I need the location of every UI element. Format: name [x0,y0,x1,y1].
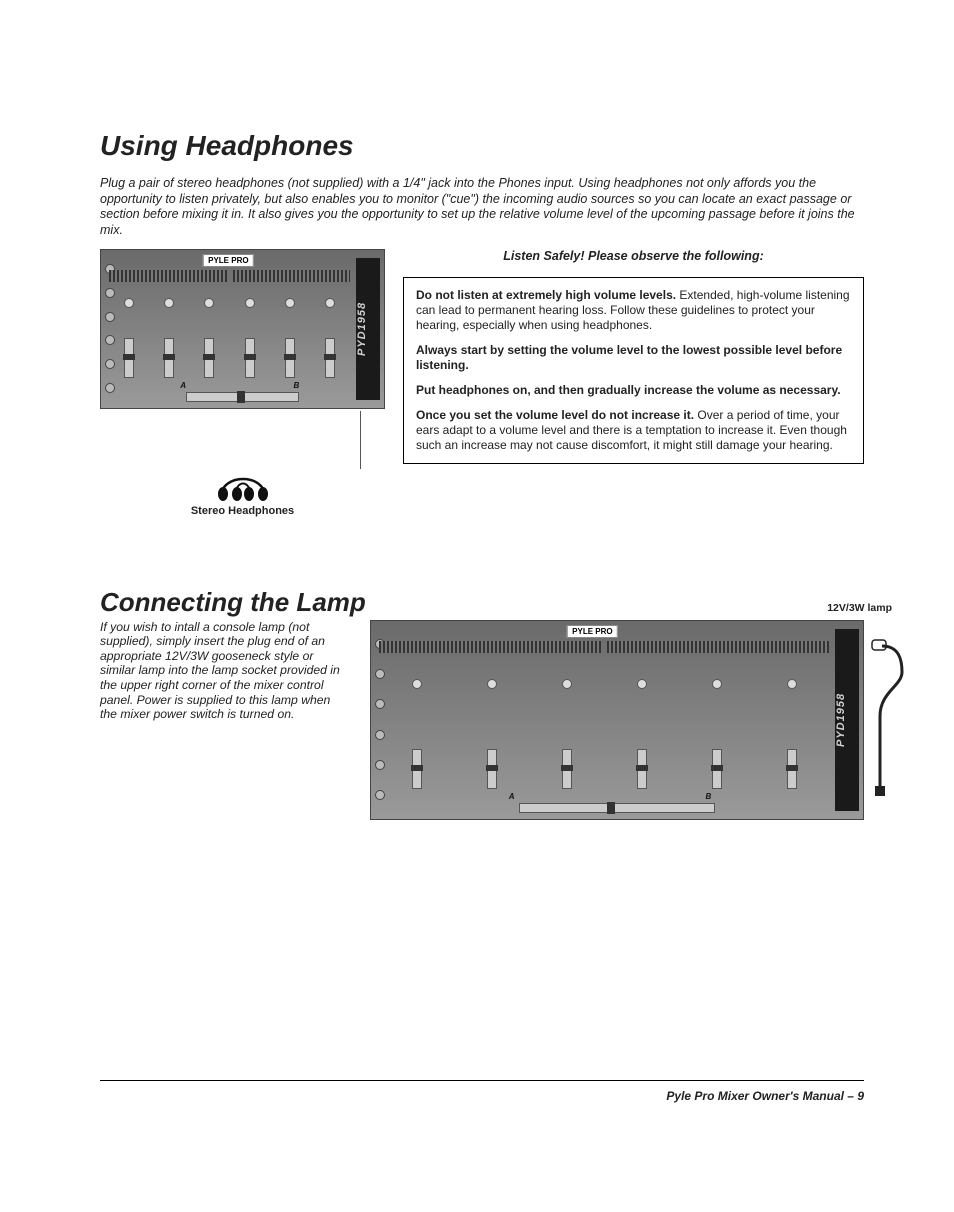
safety-item: Do not listen at extremely high volume l… [416,288,851,333]
row-lamp: If you wish to intall a console lamp (no… [100,620,864,820]
mixer-illustration-wide: PYLE PRO PYD1958 AB [370,620,864,820]
footer-rule [100,1080,864,1081]
safety-title: Listen Safely! Please observe the follow… [403,249,864,263]
gooseneck-lamp-icon [858,638,906,798]
section-using-headphones: Using Headphones Plug a pair of stereo h… [100,130,864,517]
lamp-label: 12V/3W lamp [827,602,892,614]
section-connecting-lamp: Connecting the Lamp If you wish to intal… [100,587,864,820]
mixer-brand-label: PYLE PRO [567,625,617,638]
mixer-brand-label: PYLE PRO [203,254,253,267]
headphones-icon [213,467,273,501]
page-footer: Pyle Pro Mixer Owner's Manual – 9 [100,1089,864,1103]
safety-column: Listen Safely! Please observe the follow… [403,249,864,464]
headphone-lead-line [360,411,361,469]
intro-paragraph: Plug a pair of stereo headphones (not su… [100,176,864,239]
safety-item: Once you set the volume level do not inc… [416,408,851,453]
section-title: Using Headphones [100,130,864,162]
section-title: Connecting the Lamp [100,587,864,618]
mixer-model-label: PYD1958 [356,258,380,400]
mixer-model-label: PYD1958 [835,629,859,811]
lamp-paragraph: If you wish to intall a console lamp (no… [100,620,348,722]
headphones-caption: Stereo Headphones [100,505,385,517]
safety-box: Do not listen at extremely high volume l… [403,277,864,464]
mixer-column: PYLE PRO PYD1958 AB Stereo Headphones [100,249,385,517]
mixer-wide-wrap: 12V/3W lamp PYLE PRO PYD1958 AB [370,620,864,820]
mixer-illustration: PYLE PRO PYD1958 AB [100,249,385,409]
row-headphones: PYLE PRO PYD1958 AB Stereo Headphones Li… [100,249,864,517]
safety-item: Put headphones on, and then gradually in… [416,383,851,398]
safety-item: Always start by setting the volume level… [416,343,851,373]
